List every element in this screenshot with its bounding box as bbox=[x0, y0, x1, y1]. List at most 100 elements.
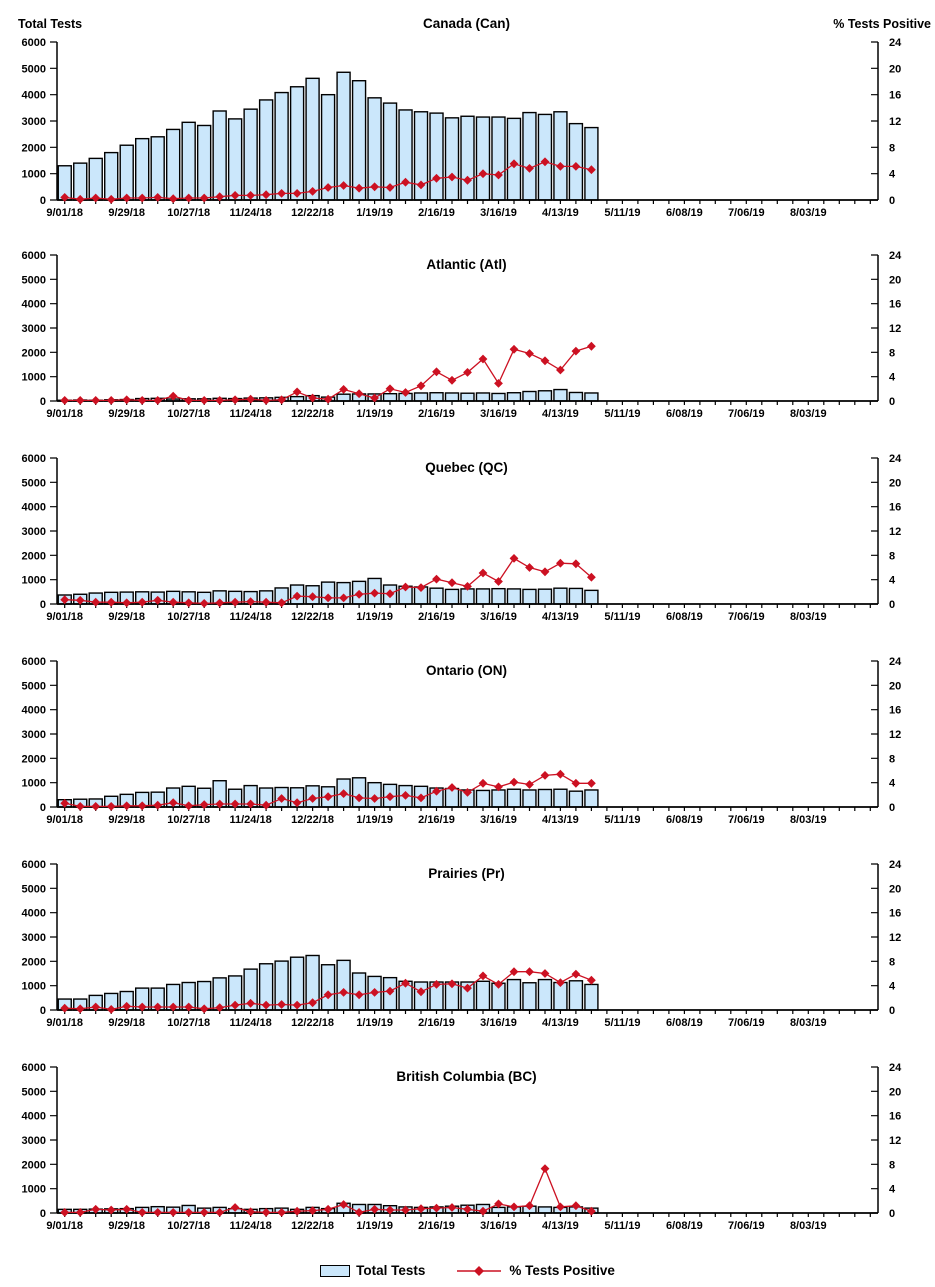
x-axis-label: 12/22/18 bbox=[291, 207, 334, 219]
left-axis-tick-label: 0 bbox=[40, 802, 46, 814]
bar bbox=[475, 789, 491, 808]
bar bbox=[289, 86, 305, 201]
bar bbox=[537, 113, 553, 201]
x-axis-label: 1/19/19 bbox=[356, 814, 393, 826]
bar bbox=[320, 964, 336, 1011]
chart-title: British Columbia (BC) bbox=[396, 1069, 536, 1084]
pct-positive-line-diamond-icon bbox=[457, 1265, 502, 1276]
x-axis-label: 10/27/18 bbox=[167, 1220, 210, 1232]
legend-item-total-tests: Total Tests bbox=[320, 1263, 425, 1278]
x-axis-label: 12/22/18 bbox=[291, 1220, 334, 1232]
legend-label-total-tests: Total Tests bbox=[356, 1263, 426, 1278]
bar bbox=[475, 980, 491, 1011]
x-axis-label: 1/19/19 bbox=[356, 207, 393, 219]
right-axis-tick-label: 24 bbox=[889, 656, 902, 668]
x-axis-label: 3/16/19 bbox=[480, 611, 517, 623]
bar bbox=[568, 391, 584, 402]
bar bbox=[584, 126, 599, 201]
right-axis-title: % Tests Positive bbox=[833, 17, 931, 31]
percent-positive-markers bbox=[60, 157, 596, 204]
bar bbox=[537, 788, 553, 808]
left-axis-tick-label: 4000 bbox=[22, 90, 46, 102]
right-axis-tick-label: 20 bbox=[889, 680, 901, 692]
bar bbox=[537, 588, 553, 605]
right-axis-tick-label: 20 bbox=[889, 274, 901, 286]
bar bbox=[475, 116, 491, 201]
x-axis-label: 9/29/18 bbox=[108, 408, 145, 420]
bar bbox=[522, 982, 537, 1011]
legend-label-pct-positive: % Tests Positive bbox=[509, 1263, 615, 1278]
x-axis-label: 3/16/19 bbox=[480, 814, 517, 826]
x-axis-label: 6/08/19 bbox=[666, 1017, 703, 1029]
x-axis-label: 6/08/19 bbox=[666, 611, 703, 623]
x-axis-label: 3/16/19 bbox=[480, 408, 517, 420]
x-axis-label: 5/11/19 bbox=[604, 611, 640, 623]
bar bbox=[506, 588, 522, 605]
left-axis-tick-label: 1000 bbox=[22, 1184, 46, 1196]
bar bbox=[181, 121, 196, 201]
x-axis-label: 6/08/19 bbox=[666, 814, 703, 826]
bar bbox=[305, 77, 320, 201]
bar bbox=[243, 108, 258, 201]
x-axis-label: 9/01/18 bbox=[46, 207, 83, 219]
x-axis-label: 12/22/18 bbox=[291, 408, 334, 420]
right-axis-tick-label: 16 bbox=[889, 908, 901, 920]
right-axis-tick-label: 24 bbox=[889, 250, 902, 262]
bar bbox=[553, 388, 568, 402]
x-axis-label: 6/08/19 bbox=[666, 1220, 703, 1232]
bar bbox=[506, 117, 522, 201]
left-axis-tick-label: 3000 bbox=[22, 729, 46, 741]
left-axis-tick-label: 0 bbox=[40, 599, 46, 611]
x-axis-label: 7/06/19 bbox=[728, 408, 765, 420]
right-axis-tick-label: 0 bbox=[889, 599, 895, 611]
canada-can-chart-svg: 6000500040003000200010000242016128409/01… bbox=[18, 16, 931, 219]
right-axis-tick-label: 20 bbox=[889, 1086, 901, 1098]
bar bbox=[506, 978, 522, 1011]
left-axis-tick-label: 1000 bbox=[22, 981, 46, 993]
chart-title: Atlantic (Atl) bbox=[426, 257, 506, 272]
x-axis-label: 9/29/18 bbox=[108, 207, 145, 219]
right-axis-tick-label: 16 bbox=[889, 1111, 901, 1123]
x-axis-label: 7/06/19 bbox=[728, 207, 765, 219]
left-axis-tick-label: 2000 bbox=[22, 142, 46, 154]
right-axis-tick-label: 20 bbox=[889, 63, 901, 75]
chart-title: Ontario (ON) bbox=[426, 663, 507, 678]
bar bbox=[429, 587, 444, 605]
right-axis-tick-label: 20 bbox=[889, 477, 901, 489]
right-axis-tick-label: 12 bbox=[889, 729, 901, 741]
bar bbox=[227, 118, 243, 201]
left-axis-tick-label: 4000 bbox=[22, 299, 46, 311]
chart-panel-bc: 6000 5000 4000 3000 2000 1000 0 24 20 16 12 8 4 0 9/01… bbox=[0, 1051, 935, 1254]
x-axis-label: 8/03/19 bbox=[790, 611, 827, 623]
x-axis-label: 12/22/18 bbox=[291, 1017, 334, 1029]
bar bbox=[382, 392, 398, 402]
x-axis-label: 10/27/18 bbox=[167, 611, 210, 623]
bar bbox=[522, 390, 537, 402]
left-axis-tick-label: 3000 bbox=[22, 526, 46, 538]
bar bbox=[336, 959, 351, 1011]
x-axis-label: 11/24/18 bbox=[229, 408, 271, 420]
right-axis-tick-label: 8 bbox=[889, 1159, 895, 1171]
x-axis-label: 9/01/18 bbox=[46, 814, 83, 826]
atlantic-atl-chart-svg: 6000500040003000200010000242016128409/01… bbox=[22, 250, 903, 420]
x-axis-label: 2/16/19 bbox=[418, 814, 455, 826]
left-axis-tick-label: 5000 bbox=[22, 883, 46, 895]
left-axis-tick-label: 4000 bbox=[22, 502, 46, 514]
x-axis-label: 10/27/18 bbox=[167, 408, 210, 420]
right-axis-tick-label: 12 bbox=[889, 116, 901, 128]
bar bbox=[584, 983, 599, 1011]
bar bbox=[104, 151, 119, 201]
bar bbox=[444, 117, 460, 201]
right-axis-tick-label: 12 bbox=[889, 526, 901, 538]
right-axis-tick-label: 16 bbox=[889, 705, 901, 717]
percent-positive-markers bbox=[60, 1164, 596, 1217]
right-axis-tick-label: 16 bbox=[889, 502, 901, 514]
left-axis-tick-label: 4000 bbox=[22, 1111, 46, 1123]
bar bbox=[568, 980, 584, 1011]
left-axis-tick-label: 0 bbox=[40, 1208, 46, 1220]
bar bbox=[429, 392, 444, 402]
bar bbox=[460, 392, 475, 402]
x-axis-label: 10/27/18 bbox=[167, 1017, 210, 1029]
bar bbox=[491, 587, 506, 605]
